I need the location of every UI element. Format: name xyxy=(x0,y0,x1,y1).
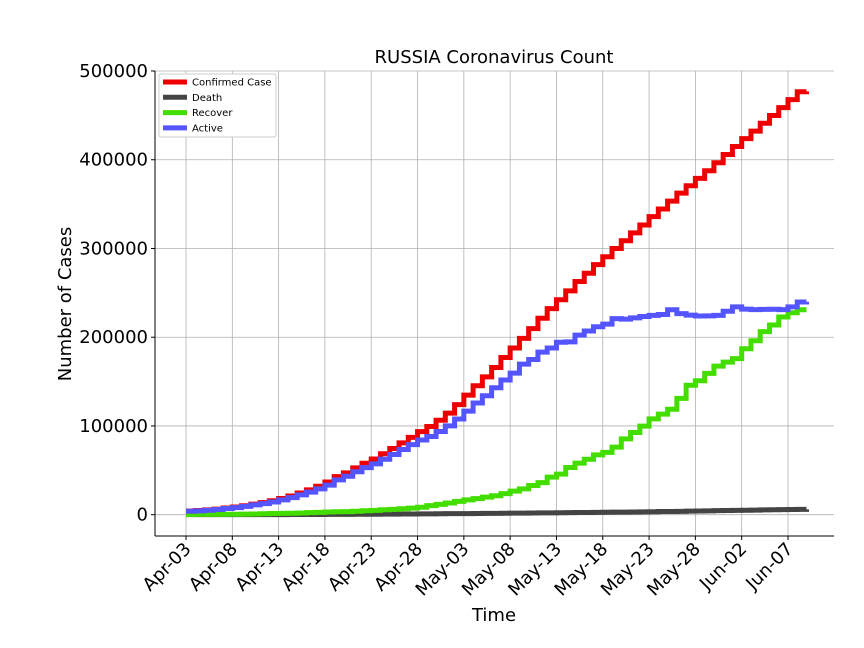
y-axis-label: Number of Cases xyxy=(55,227,76,382)
y-tick-label: 200000 xyxy=(79,327,148,348)
y-tick-label: 300000 xyxy=(79,238,148,259)
x-axis-label: Time xyxy=(471,605,516,626)
y-tick-label: 400000 xyxy=(79,150,148,171)
y-tick-label: 500000 xyxy=(79,61,148,82)
y-tick-label: 0 xyxy=(137,505,148,526)
y-tick-labels: 0 100000 200000 300000 400000 500000 xyxy=(79,61,155,526)
series-line-recover xyxy=(186,307,807,517)
legend: Confirmed Case Death Recover Active xyxy=(158,73,277,138)
legend-label: Active xyxy=(192,123,223,134)
axes xyxy=(154,71,834,537)
legend-label: Confirmed Case xyxy=(192,78,272,89)
legend-box xyxy=(158,73,277,138)
y-tick-label: 100000 xyxy=(79,416,148,437)
series-line-active xyxy=(186,299,810,514)
legend-label: Death xyxy=(192,93,222,104)
legend-label: Recover xyxy=(192,108,233,119)
series-lines xyxy=(186,89,810,518)
chart-title: RUSSIA Coronavirus Count xyxy=(375,47,614,68)
